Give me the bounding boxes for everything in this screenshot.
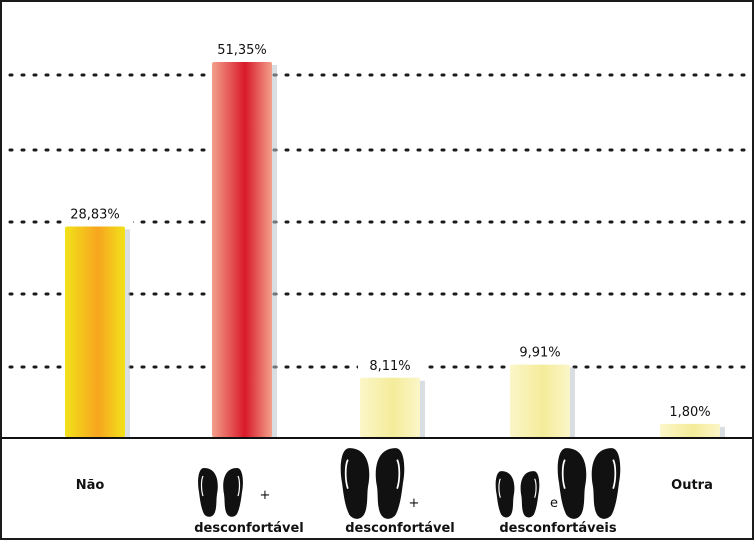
- value-label-background: [358, 357, 428, 376]
- bar: [212, 62, 272, 437]
- bar: [360, 377, 420, 437]
- bar: [660, 423, 720, 437]
- value-label-background: [658, 403, 728, 422]
- large-feet-icon: [340, 448, 405, 519]
- data-label: 9,91%: [519, 346, 560, 361]
- connector-label: e: [550, 496, 558, 511]
- bar: [65, 226, 125, 437]
- category-label: desconfortável: [345, 521, 454, 536]
- category-label: desconfortável: [194, 521, 303, 536]
- connector-label: +: [260, 488, 271, 503]
- category-label: desconfortáveis: [499, 521, 616, 536]
- data-label: 51,35%: [217, 43, 267, 58]
- bars: [63, 42, 728, 437]
- value-label-background: [63, 206, 133, 225]
- category-label: Outra: [671, 478, 713, 493]
- category-label: Não: [76, 478, 105, 493]
- data-label: 1,80%: [669, 405, 710, 420]
- small-and-large-feet-icon: [495, 448, 621, 519]
- labels: 28,83% 51,35% 8,11% 9,91% 1,80% + + e Não desconf…: [70, 43, 713, 536]
- bar: [510, 364, 570, 437]
- connector-label: +: [409, 496, 420, 511]
- value-label-background: [210, 42, 280, 60]
- value-label-background: [508, 344, 578, 363]
- data-label: 28,83%: [70, 207, 120, 222]
- small-feet-icon: [198, 468, 243, 517]
- category-icons: [198, 448, 621, 519]
- data-label: 8,11%: [369, 359, 410, 374]
